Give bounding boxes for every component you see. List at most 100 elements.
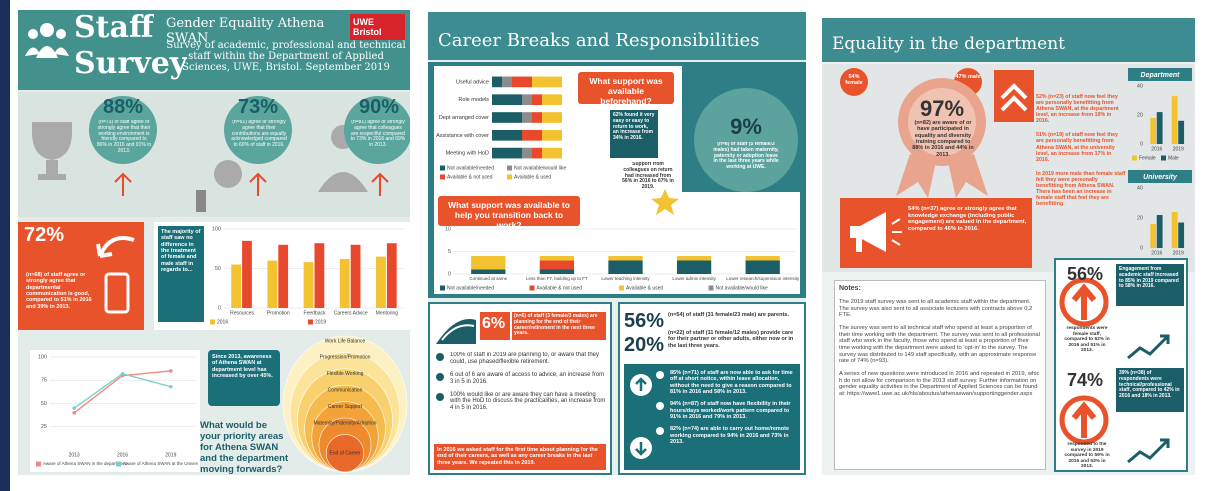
y-tick-label: 0 bbox=[1140, 141, 1143, 147]
priority-label: Maternity/Paternity/Adoption bbox=[314, 420, 377, 426]
x-tick-label: 2019 bbox=[165, 452, 176, 458]
y-tick-label: 75 bbox=[41, 378, 47, 384]
bar-segment bbox=[676, 260, 712, 274]
treatment-note: The majority of staff saw no difference … bbox=[158, 226, 204, 322]
arrow-icons bbox=[630, 374, 652, 459]
y-tick-label: 20 bbox=[1137, 112, 1143, 118]
point bbox=[72, 411, 76, 415]
bar-segment bbox=[745, 256, 780, 261]
bar bbox=[1171, 96, 1178, 144]
x-tick-label: 2016 bbox=[1151, 250, 1162, 256]
bar-segment bbox=[532, 94, 542, 106]
chart: Aware of Athena SWAN in the departmentAw… bbox=[36, 354, 198, 467]
legend-label: 2016 bbox=[217, 319, 228, 325]
chart: Not available/needed Available & not used… bbox=[440, 226, 800, 291]
bar-segment bbox=[532, 147, 542, 159]
leave-text: (n=8) of staff (5 female/3 males) had ta… bbox=[713, 142, 779, 170]
x-tick-label: Lower admin intensity bbox=[672, 276, 716, 281]
y-tick-label: Useful advice bbox=[456, 79, 489, 85]
legend-label: Aware of Athena SWAN in the department bbox=[43, 461, 128, 466]
x-tick-label: 2019 bbox=[1173, 146, 1184, 152]
legend-label: Available & used bbox=[514, 174, 551, 180]
benefit-point: In 2019 more male than female staff felt… bbox=[1036, 170, 1126, 208]
bar-segment bbox=[542, 147, 562, 159]
x-tick-label: 2019 bbox=[1173, 250, 1184, 256]
description: Survey of academic, professional and tec… bbox=[166, 40, 406, 73]
question-before: What support was available beforehand? bbox=[578, 72, 674, 104]
parents-text: (n=54) of staff (31 female/23 male) are … bbox=[668, 312, 789, 318]
bar-segment bbox=[608, 256, 643, 261]
y-tick-label: 0 bbox=[218, 305, 221, 311]
bar bbox=[1150, 224, 1157, 248]
bar bbox=[231, 264, 242, 308]
y-tick-label: Assistance with cover bbox=[436, 133, 489, 139]
training-value: 97% bbox=[919, 96, 965, 121]
bar-segment bbox=[532, 76, 562, 88]
x-tick-label: 2016 bbox=[1151, 146, 1162, 152]
bar bbox=[350, 244, 361, 308]
bar-segment bbox=[539, 260, 575, 270]
bar bbox=[1178, 120, 1185, 144]
benefit-point: 51% (n=19) of staff now feel they are pe… bbox=[1036, 132, 1118, 163]
legend-label: Not available/would like bbox=[716, 285, 768, 291]
x-tick-label: Lower research/supervision intensity bbox=[726, 276, 800, 281]
legend-swatch bbox=[308, 319, 313, 325]
legend-swatch bbox=[507, 174, 512, 180]
x-tick-label: Feedback bbox=[304, 310, 326, 316]
y-tick-label: 10 bbox=[445, 226, 451, 232]
notes: Notes: The 2019 staff survey was sent to… bbox=[834, 280, 1046, 470]
y-tick-label: 50 bbox=[41, 401, 47, 407]
bar-segment bbox=[745, 260, 780, 274]
parents-value: 56% bbox=[624, 310, 665, 332]
x-tick-label: Careers Advice bbox=[334, 310, 368, 316]
point bbox=[169, 384, 173, 389]
y-tick-label: 0 bbox=[448, 271, 451, 277]
bar-segment bbox=[492, 112, 522, 123]
carers-text: (n=22) of staff (11 female/12 males) pro… bbox=[668, 330, 794, 349]
bar-segment bbox=[502, 76, 512, 88]
bar-segment bbox=[522, 129, 542, 141]
legend-swatch bbox=[440, 285, 445, 291]
legend-label: Not available/would like bbox=[514, 165, 566, 171]
priority-ring bbox=[325, 434, 365, 473]
leave-circle bbox=[694, 88, 798, 192]
retirement-footer: In 2016 we asked staff for the first tim… bbox=[434, 444, 606, 470]
y-tick-label: Role models bbox=[458, 97, 489, 103]
x-tick-label: Less than FT, building up to FT bbox=[526, 276, 588, 281]
logo: UWE Bristol bbox=[350, 14, 405, 40]
chart-title: University bbox=[1143, 174, 1178, 181]
chart: Not available/needed Not available/would … bbox=[436, 76, 566, 180]
star-icon bbox=[651, 189, 679, 215]
bar-segment bbox=[542, 112, 562, 123]
y-tick-label: 20 bbox=[1137, 215, 1143, 221]
x-tick-label: Continued at same bbox=[469, 276, 507, 281]
flex-list: 85% (n=71) of staff are now able to ask … bbox=[656, 370, 798, 451]
flex-point: 94% (n=87) of staff now have flexibility… bbox=[656, 401, 798, 420]
bar bbox=[1150, 117, 1157, 144]
bar bbox=[242, 240, 252, 308]
note: The 2019 staff survey was sent to all ac… bbox=[839, 299, 1033, 319]
technical: 39% (n=38) of respondents were technical… bbox=[1116, 368, 1184, 412]
stat-value: 90% bbox=[358, 96, 400, 118]
legend-swatch bbox=[708, 285, 714, 291]
priority-label: Career Support bbox=[328, 404, 363, 410]
stat-value: 73% bbox=[237, 96, 279, 118]
y-tick-label: 25 bbox=[41, 424, 47, 430]
stat-text: (n=73) of staff agree or strongly agree … bbox=[96, 120, 152, 154]
legend-label: Not available/needed bbox=[447, 165, 494, 171]
stat-text: (n=61) agree or strongly agree that thei… bbox=[231, 120, 287, 148]
legend-swatch bbox=[116, 461, 121, 467]
training-text: (n=82) are aware of or have participated… bbox=[912, 120, 974, 158]
response-female-value: 56% bbox=[1066, 264, 1104, 284]
bar-segment bbox=[492, 94, 522, 106]
bar-segment bbox=[512, 76, 532, 88]
bar-segment bbox=[522, 147, 532, 159]
chart: Department Female Male 0 20 40 2016 2019 bbox=[1128, 68, 1192, 161]
response-total-value: 74% bbox=[1066, 370, 1104, 390]
carers-value: 20% bbox=[624, 334, 665, 356]
retirement-point: 100% of staff in 2019 are planning to, o… bbox=[436, 352, 608, 366]
priority-label: Communication bbox=[328, 388, 363, 394]
bar bbox=[376, 256, 386, 308]
people-icon bbox=[25, 23, 69, 58]
point bbox=[120, 371, 125, 376]
